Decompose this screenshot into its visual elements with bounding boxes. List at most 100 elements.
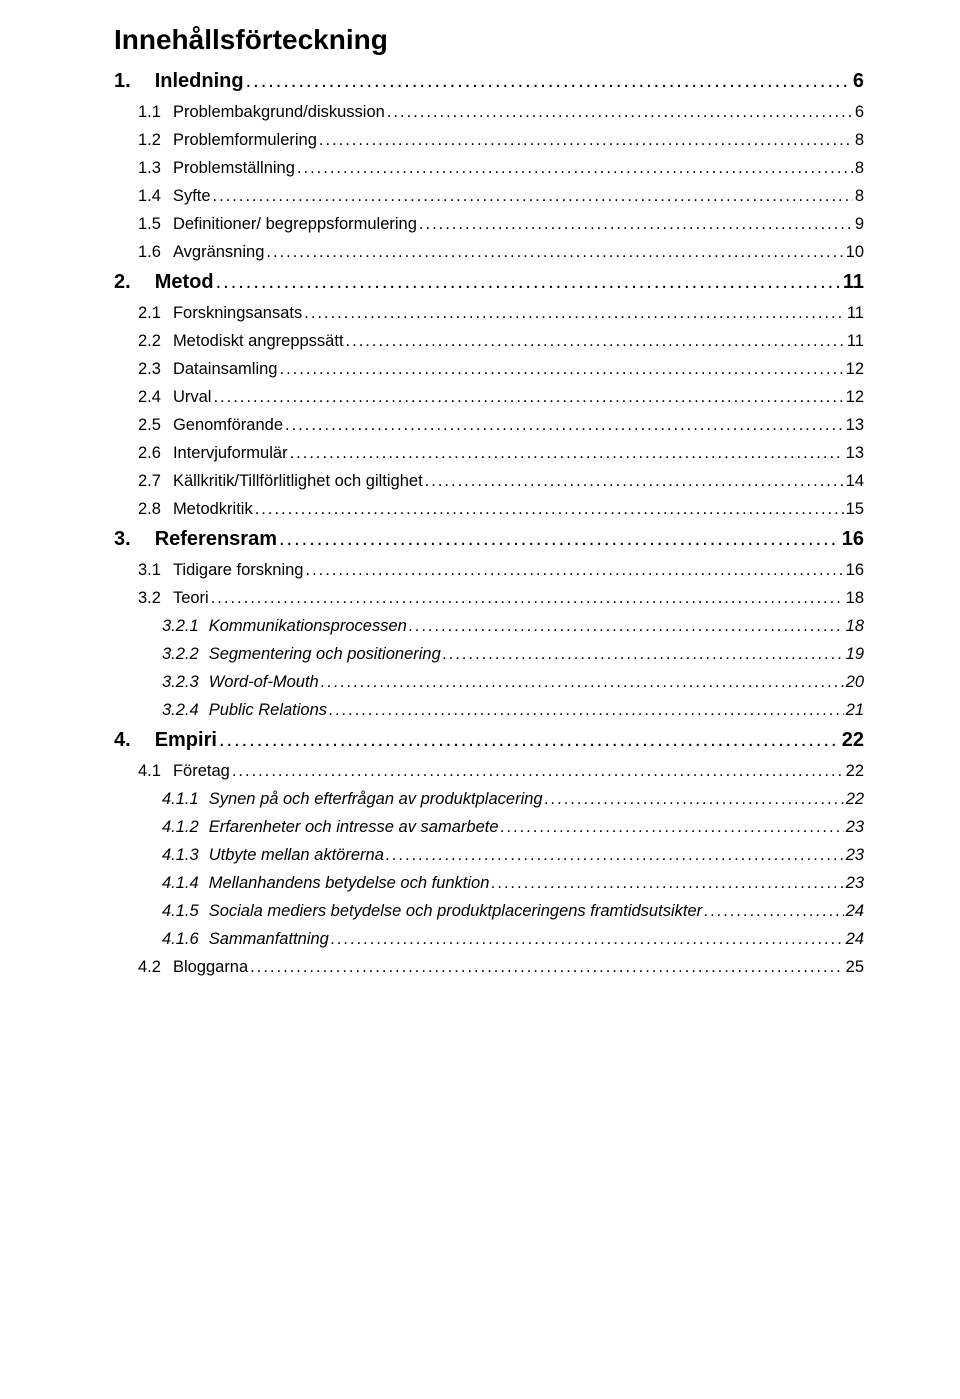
toc-dot-leader	[305, 561, 843, 580]
toc-dot-leader	[419, 215, 853, 234]
toc-entry: 2.1Forskningsansats11	[138, 304, 864, 323]
toc-entry-page: 22	[842, 729, 864, 752]
toc-entry-label: 2.6Intervjuformulär	[138, 444, 288, 463]
toc-entry-page: 6	[855, 103, 864, 122]
toc-entry-page: 16	[846, 561, 864, 580]
toc-entry-text: Empiri	[155, 729, 217, 751]
toc-entry-page: 16	[842, 528, 864, 551]
toc-entry-text: Sammanfattning	[209, 930, 329, 948]
toc-dot-leader	[232, 762, 844, 781]
toc-entry-page: 12	[846, 360, 864, 379]
toc-entry-text: Erfarenheter och intresse av samarbete	[209, 818, 499, 836]
toc-entry-number: 1.	[114, 70, 131, 92]
toc-entry-label: 3.2 Teori	[138, 589, 209, 608]
toc-entry-text: Definitioner/ begreppsformulering	[173, 215, 417, 233]
toc-entry-text: Problemformulering	[173, 131, 317, 149]
toc-entry-text: Problemställning	[173, 159, 295, 177]
toc-entry-number: 3.2.4	[162, 701, 199, 719]
toc-entry-number: 2.5	[138, 416, 161, 434]
toc-dot-leader	[304, 304, 845, 323]
toc-entry-page: 25	[846, 958, 864, 977]
toc-entry: 1.Inledning6	[114, 70, 864, 93]
toc-entry-text: Referensram	[155, 528, 277, 550]
toc-dot-leader	[216, 271, 841, 294]
toc-entry-label: 2.8Metodkritik	[138, 500, 253, 519]
toc-entry: 4.1.1Synen på och efterfrågan av produkt…	[162, 790, 864, 809]
toc-entry-text: Källkritik/Tillförlitlighet och giltighe…	[173, 472, 423, 490]
toc-dot-leader	[297, 159, 853, 178]
toc-dot-leader	[255, 500, 844, 519]
toc-entry: 4. Empiri 22	[114, 729, 864, 752]
toc-entry-number: 2.2	[138, 332, 161, 350]
toc-entry-label: 4. Empiri	[114, 729, 217, 752]
toc-entry-page: 13	[846, 416, 864, 435]
toc-entry-text: Inledning	[155, 70, 244, 92]
toc-entry: 1.6Avgränsning10	[138, 243, 864, 262]
toc-entry-page: 22	[846, 762, 864, 781]
toc-dot-leader	[704, 902, 844, 921]
toc-entry-label: 1.5Definitioner/ begreppsformulering	[138, 215, 417, 234]
toc-entry: 4.1 Företag 22	[138, 762, 864, 781]
toc-entry-text: Segmentering och positionering	[209, 645, 441, 663]
toc-entry-number: 1.1	[138, 103, 161, 121]
toc-entry-number: 4.1	[138, 762, 161, 780]
toc-entry-text: Kommunikationsprocessen	[209, 617, 407, 635]
toc-entry: 3.Referensram16	[114, 528, 864, 551]
toc-entry-text: Metodiskt angreppssätt	[173, 332, 344, 350]
toc-entry-label: 4.1.3Utbyte mellan aktörerna	[162, 846, 384, 865]
toc-entry-text: Syfte	[173, 187, 211, 205]
toc-dot-leader	[387, 103, 853, 122]
toc-entry-label: 2.1Forskningsansats	[138, 304, 302, 323]
toc-entry-text: Företag	[173, 762, 230, 780]
toc-entry-number: 4.1.1	[162, 790, 199, 808]
toc-entry: 2.6Intervjuformulär 13	[138, 444, 864, 463]
toc-entry-page: 13	[846, 444, 864, 463]
toc-entry-page: 19	[846, 645, 864, 664]
toc-entry-text: Teori	[173, 589, 209, 607]
toc-entry: 2.4Urval12	[138, 388, 864, 407]
toc-entry-text: Mellanhandens betydelse och funktion	[209, 874, 490, 892]
toc-entry-page: 18	[846, 617, 864, 636]
toc-entry: 2.5Genomförande13	[138, 416, 864, 435]
toc-entry: 4.1.6Sammanfattning24	[162, 930, 864, 949]
toc-dot-leader	[211, 589, 844, 608]
toc-entry: 1.3Problemställning 8	[138, 159, 864, 178]
toc-entry: 2.Metod11	[114, 271, 864, 294]
toc-entry-label: 3.2.3Word-of-Mouth	[162, 673, 319, 692]
toc-entry-label: 1.6Avgränsning	[138, 243, 264, 262]
toc-entry-number: 4.1.3	[162, 846, 199, 864]
toc-dot-leader	[250, 958, 843, 977]
toc-entry-label: 4.1.1Synen på och efterfrågan av produkt…	[162, 790, 543, 809]
toc-entry-text: Urval	[173, 388, 212, 406]
toc-entry-page: 22	[846, 790, 864, 809]
page-title: Innehållsförteckning	[114, 24, 864, 56]
toc-entry-number: 4.1.4	[162, 874, 199, 892]
toc-dot-leader	[409, 617, 844, 636]
toc-entry-label: 1.2Problemformulering	[138, 131, 317, 150]
toc-dot-leader	[319, 131, 853, 150]
toc-entry-page: 23	[846, 874, 864, 893]
toc-entry-number: 3.2	[138, 589, 161, 607]
toc-dot-leader	[321, 673, 844, 692]
toc-entry-page: 11	[843, 271, 864, 294]
toc-entry-text: Datainsamling	[173, 360, 278, 378]
toc-entry-text: Bloggarna	[173, 958, 248, 976]
toc-entry-text: Metod	[155, 271, 214, 293]
toc-entry-label: 4.1.4 Mellanhandens betydelse och funktio…	[162, 874, 489, 893]
toc-entry-page: 8	[855, 159, 864, 178]
toc-entry: 4.1.3Utbyte mellan aktörerna23	[162, 846, 864, 865]
toc-entry-label: 1.3Problemställning	[138, 159, 295, 178]
toc-entry-number: 4.	[114, 729, 131, 751]
toc-entry-label: 1.4Syfte	[138, 187, 211, 206]
toc-dot-leader	[266, 243, 843, 262]
toc-entry-page: 21	[846, 701, 864, 720]
toc-entry-text: Word-of-Mouth	[209, 673, 319, 691]
toc-entry-label: 3.2.4Public Relations	[162, 701, 327, 720]
toc-entry-label: 3.1Tidigare forskning	[138, 561, 303, 580]
toc-entry: 4.2Bloggarna25	[138, 958, 864, 977]
toc-entry-text: Avgränsning	[173, 243, 264, 261]
toc-entry-label: 1. Inledning	[114, 70, 244, 93]
toc-entry-number: 3.1	[138, 561, 161, 579]
toc-entry-label: 4.1.6Sammanfattning	[162, 930, 329, 949]
toc-entry-number: 2.3	[138, 360, 161, 378]
